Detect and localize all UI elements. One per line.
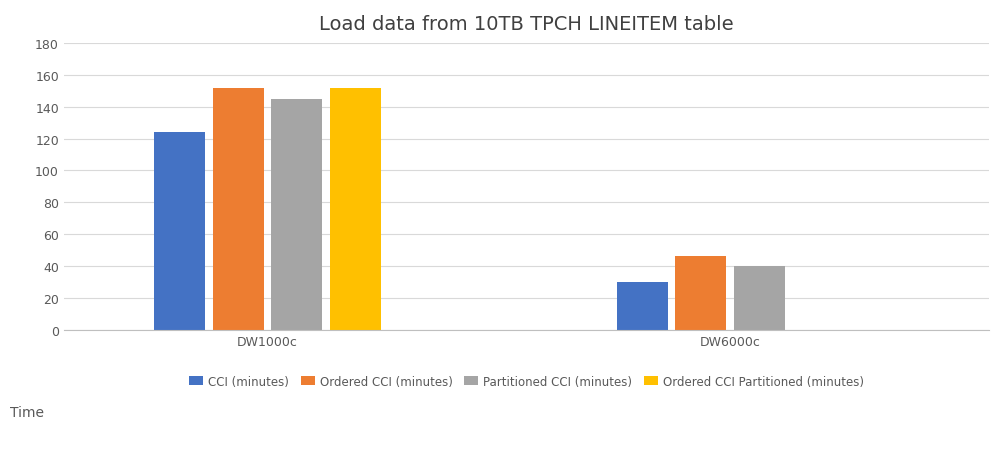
Bar xyxy=(733,267,784,330)
Bar xyxy=(271,99,322,330)
Bar xyxy=(616,282,667,330)
Title: Load data from 10TB TPCH LINEITEM table: Load data from 10TB TPCH LINEITEM table xyxy=(319,15,733,34)
Bar xyxy=(213,88,263,330)
Legend: CCI (minutes), Ordered CCI (minutes), Partitioned CCI (minutes), Ordered CCI Par: CCI (minutes), Ordered CCI (minutes), Pa… xyxy=(185,370,868,393)
Bar xyxy=(154,133,205,330)
Text: Time: Time xyxy=(10,405,44,419)
Bar xyxy=(675,257,725,330)
Bar xyxy=(329,88,380,330)
